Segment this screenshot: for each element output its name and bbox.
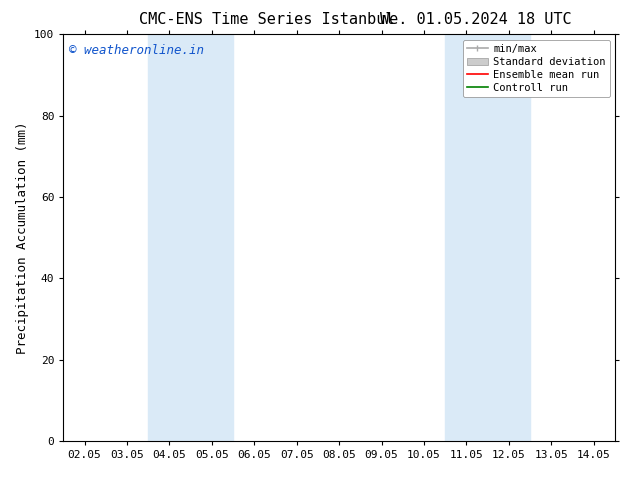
Y-axis label: Precipitation Accumulation (mm): Precipitation Accumulation (mm) (16, 122, 29, 354)
Text: We. 01.05.2024 18 UTC: We. 01.05.2024 18 UTC (380, 12, 571, 27)
Text: © weatheronline.in: © weatheronline.in (69, 45, 204, 57)
Text: CMC-ENS Time Series Istanbul: CMC-ENS Time Series Istanbul (139, 12, 394, 27)
Bar (148, 34, 233, 441)
Bar (445, 34, 530, 441)
Legend: min/max, Standard deviation, Ensemble mean run, Controll run: min/max, Standard deviation, Ensemble me… (463, 40, 610, 97)
